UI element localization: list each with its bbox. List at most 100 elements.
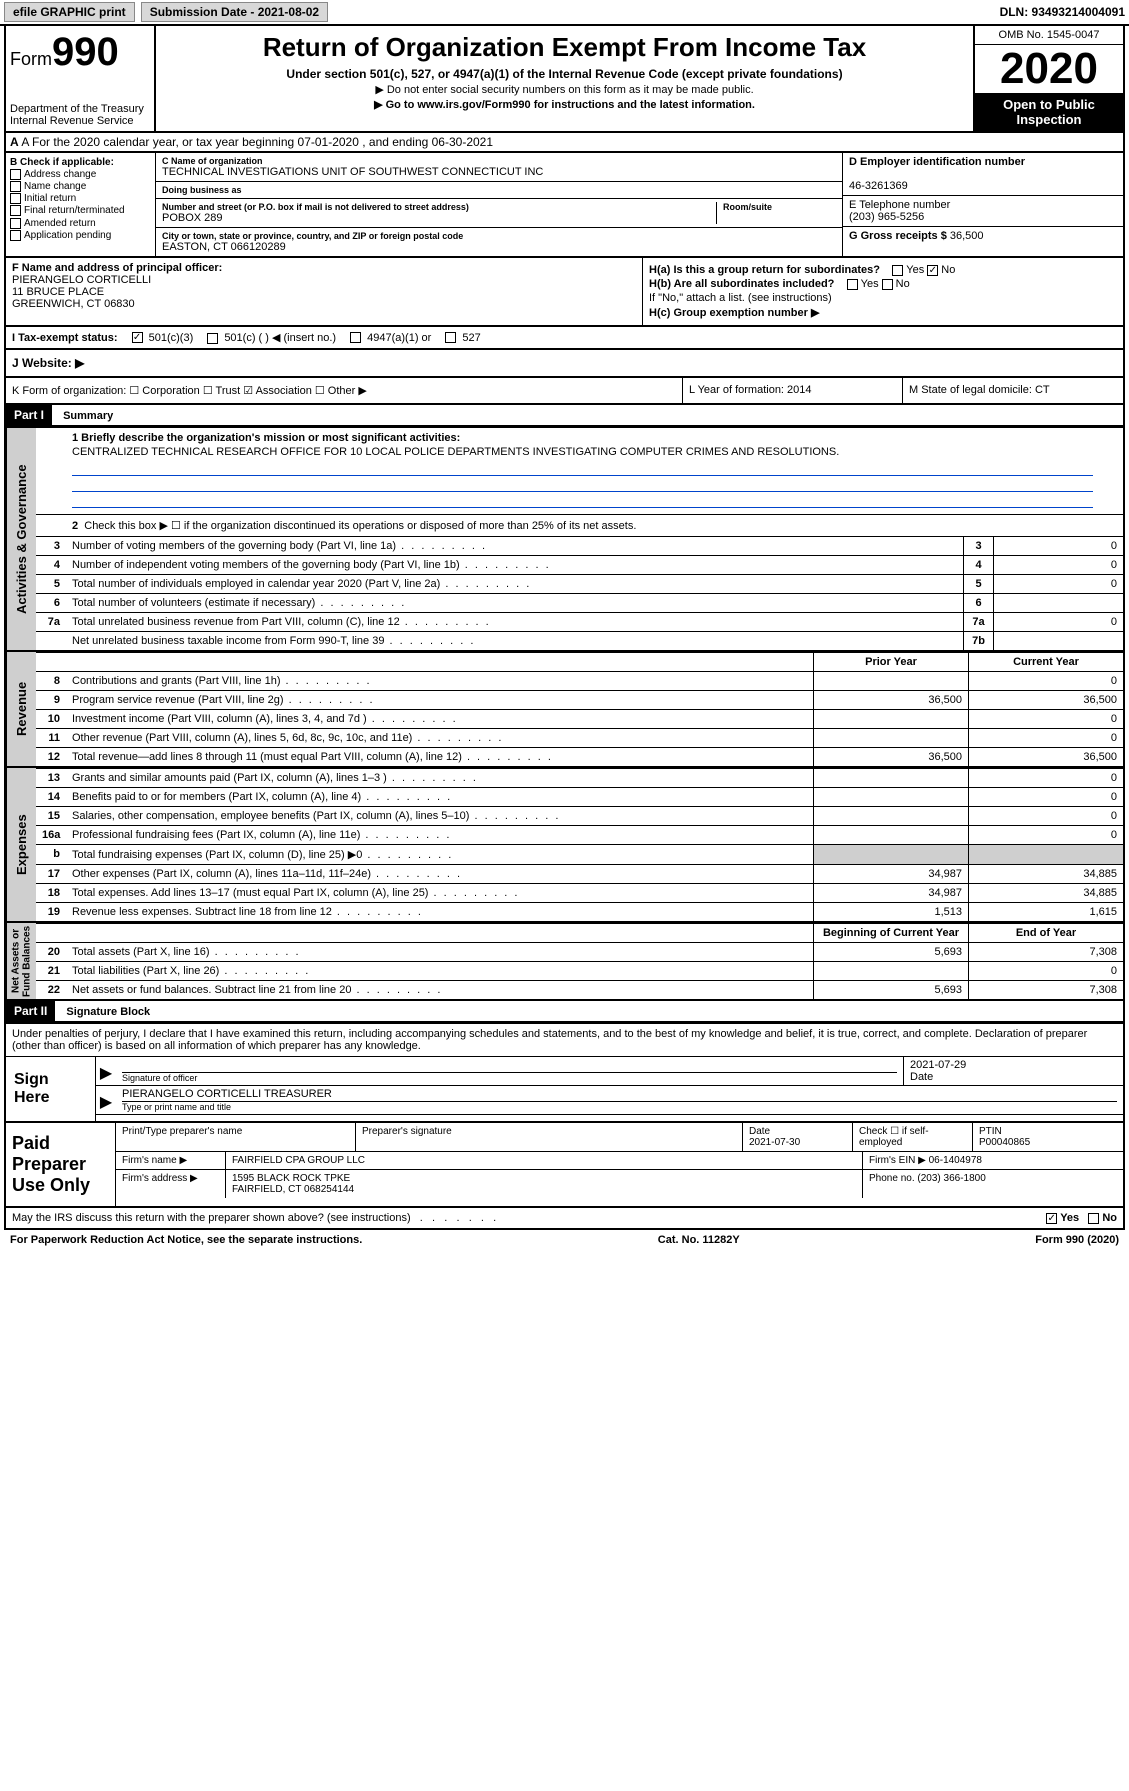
sig-date-label: Date [910,1071,1117,1083]
ein-label: D Employer identification number [849,156,1025,168]
line-text: Revenue less expenses. Subtract line 18 … [66,903,813,921]
line-num: 19 [36,903,66,921]
city-label: City or town, state or province, country… [162,231,836,241]
arrow-icon: ▶ [96,1057,116,1085]
line-text: Total expenses. Add lines 13–17 (must eq… [66,884,813,902]
check-initial-return[interactable]: Initial return [10,193,151,204]
line-box: 3 [963,537,993,555]
hb-label: H(b) Are all subordinates included? [649,278,834,290]
firm-ein-label: Firm's EIN ▶ [869,1155,926,1166]
check-amended-return[interactable]: Amended return [10,218,151,229]
paid-preparer-label: Paid Preparer Use Only [6,1123,116,1206]
discuss-no[interactable]: No [1102,1212,1117,1224]
line-num: 16a [36,826,66,844]
preparer-date-label: Date [749,1126,770,1137]
ptin-label: PTIN [979,1126,1002,1137]
opt-501c[interactable]: 501(c) ( ) ◀ (insert no.) [224,332,336,344]
line-text: Benefits paid to or for members (Part IX… [66,788,813,806]
line-val: 0 [993,537,1123,555]
firm-addr-label: Firm's address ▶ [116,1170,226,1198]
part1-title: Summary [55,407,121,425]
org-name: TECHNICAL INVESTIGATIONS UNIT OF SOUTHWE… [162,166,836,178]
street-value: POBOX 289 [162,212,716,224]
line-num: b [36,845,66,864]
line-num: 20 [36,943,66,961]
ha-answer: No [941,264,955,276]
firm-addr: 1595 BLACK ROCK TPKE [232,1173,350,1184]
firm-phone: (203) 366-1800 [917,1173,985,1184]
note-ssn: ▶ Do not enter social security numbers o… [162,83,967,96]
line-text: Total assets (Part X, line 16) [66,943,813,961]
line-num: 11 [36,729,66,747]
line-val: 0 [993,556,1123,574]
officer-name-label: Type or print name and title [122,1102,1117,1112]
check-name-change[interactable]: Name change [10,181,151,192]
line-box: 7a [963,613,993,631]
col-end-year: End of Year [968,924,1123,942]
line-text: Total revenue—add lines 8 through 11 (mu… [66,748,813,766]
line-val: 0 [993,575,1123,593]
sig-date: 2021-07-29 [910,1059,1117,1071]
perjury-declaration: Under penalties of perjury, I declare th… [6,1024,1123,1057]
firm-addr2: FAIRFIELD, CT 068254144 [232,1184,354,1195]
tax-year-range: A For the 2020 calendar year, or tax yea… [21,135,493,149]
line-text: Total unrelated business revenue from Pa… [66,613,963,631]
preparer-sig-label: Preparer's signature [356,1123,743,1151]
col-current-year: Current Year [968,653,1123,671]
mission-text: CENTRALIZED TECHNICAL RESEARCH OFFICE FO… [72,444,1093,460]
firm-name-label: Firm's name ▶ [116,1152,226,1169]
q1-label: 1 Briefly describe the organization's mi… [72,432,460,444]
row-m-state: M State of legal domicile: CT [903,378,1123,403]
line-num: 18 [36,884,66,902]
opt-4947[interactable]: 4947(a)(1) or [367,332,431,344]
line-box: 7b [963,632,993,650]
check-application-pending[interactable]: Application pending [10,230,151,241]
line-num: 14 [36,788,66,806]
line-text: Contributions and grants (Part VIII, lin… [66,672,813,690]
line-box: 5 [963,575,993,593]
line-num: 22 [36,981,66,999]
row-tax-status: I Tax-exempt status: ✓ 501(c)(3) 501(c) … [4,327,1125,350]
efile-print-button[interactable]: efile GRAPHIC print [4,2,135,22]
self-employed-check[interactable]: Check ☐ if self-employed [853,1123,973,1151]
line-num: 10 [36,710,66,728]
line-num: 4 [36,556,66,574]
line-num: 13 [36,769,66,787]
line-num: 15 [36,807,66,825]
line-text: Other revenue (Part VIII, column (A), li… [66,729,813,747]
line-text: Investment income (Part VIII, column (A)… [66,710,813,728]
check-address-change[interactable]: Address change [10,169,151,180]
org-name-label: C Name of organization [162,156,836,166]
open-to-public: Open to Public Inspection [975,93,1123,131]
line-num: 8 [36,672,66,690]
line-text: Professional fundraising fees (Part IX, … [66,826,813,844]
part1-header: Part I [6,405,52,425]
cat-no: Cat. No. 11282Y [658,1234,740,1246]
line-text: Total liabilities (Part X, line 26) [66,962,813,980]
preparer-name-label: Print/Type preparer's name [122,1126,349,1137]
col-begin-year: Beginning of Current Year [813,924,968,942]
line-text: Other expenses (Part IX, column (A), lin… [66,865,813,883]
submission-date-button[interactable]: Submission Date - 2021-08-02 [141,2,328,22]
box-b-title: B Check if applicable: [10,157,114,168]
department-label: Department of the Treasury Internal Reve… [10,103,150,127]
firm-name: FAIRFIELD CPA GROUP LLC [226,1152,863,1169]
opt-501c3[interactable]: 501(c)(3) [149,332,194,344]
line-num: 9 [36,691,66,709]
firm-phone-label: Phone no. [869,1173,915,1184]
box-b-checkboxes: B Check if applicable: Address change Na… [6,153,156,256]
dln-label: DLN: 93493214004091 [1000,5,1125,19]
part2-header: Part II [6,1001,55,1021]
line-num: 7a [36,613,66,631]
check-final-return[interactable]: Final return/terminated [10,205,151,216]
line-text: Net assets or fund balances. Subtract li… [66,981,813,999]
form-prefix: Form [10,49,52,69]
room-label: Room/suite [723,202,836,212]
tab-expenses: Expenses [6,768,36,921]
line-num: 3 [36,537,66,555]
discuss-yes[interactable]: Yes [1060,1212,1079,1224]
opt-527[interactable]: 527 [462,332,480,344]
line-text: Grants and similar amounts paid (Part IX… [66,769,813,787]
discuss-question: May the IRS discuss this return with the… [12,1212,496,1224]
ptin-value: P00040865 [979,1137,1030,1148]
